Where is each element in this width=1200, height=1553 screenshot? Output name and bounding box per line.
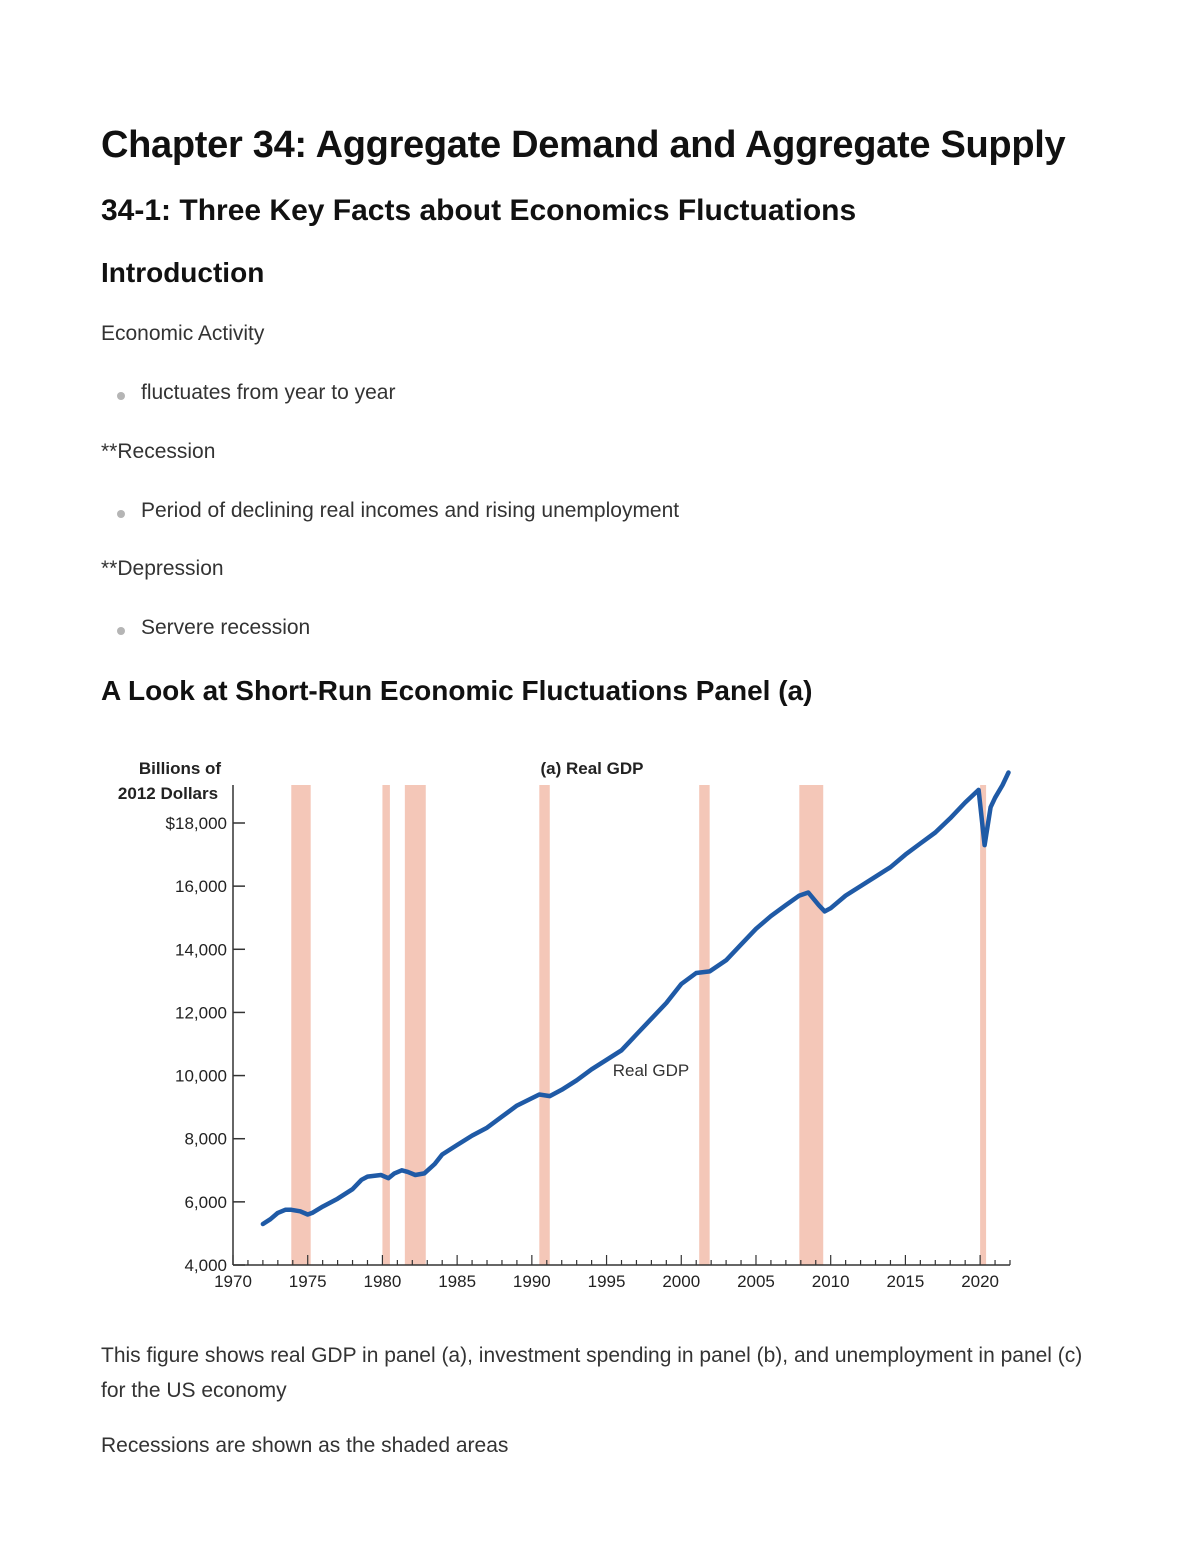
y-tick-label: 8,000 — [184, 1130, 227, 1149]
y-tick-label: $18,000 — [166, 814, 227, 833]
y-tick-label: 6,000 — [184, 1193, 227, 1212]
x-tick-label: 2000 — [662, 1272, 700, 1291]
list-item-text: Period of declining real incomes and ris… — [141, 499, 680, 522]
x-tick-label: 1985 — [438, 1272, 476, 1291]
real-gdp-series-line — [260, 770, 1011, 1227]
recession-band — [799, 785, 824, 1265]
chart-title: (a) Real GDP — [541, 759, 644, 778]
x-tick-label: 1975 — [289, 1272, 327, 1291]
bullet-icon — [117, 627, 125, 635]
gdp-line — [260, 770, 1011, 1227]
term-depression: **Depression — [101, 557, 224, 580]
recession-band — [980, 785, 987, 1265]
figure-heading: A Look at Short-Run Economic Fluctuation… — [101, 675, 813, 706]
page-title: Chapter 34: Aggregate Demand and Aggrega… — [101, 124, 1066, 166]
x-tick-label: 2015 — [886, 1272, 924, 1291]
recession-bands — [291, 785, 987, 1265]
y-tick-label: 12,000 — [175, 1003, 227, 1022]
x-tick-label: 1980 — [364, 1272, 402, 1291]
x-tick-label: 1990 — [513, 1272, 551, 1291]
chart-labels: Billions of 2012 Dollars (a) Real GDP Real … — [118, 759, 689, 1080]
section-heading: 34-1: Three Key Facts about Economics Fl… — [101, 194, 857, 227]
term-recession: **Recession — [101, 440, 216, 463]
real-gdp-chart: 4,000 6,000 8,000 10,000 12,000 14,000 16,000 $… — [118, 759, 1011, 1291]
x-tick-label: 2005 — [737, 1272, 775, 1291]
bullet-icon — [117, 392, 125, 400]
bullet-icon — [117, 510, 125, 518]
figure-caption: This figure shows real GDP in panel (a),… — [101, 1344, 1083, 1402]
y-axis-label: Billions of — [139, 759, 222, 778]
y-axis-label: 2012 Dollars — [118, 784, 218, 803]
list-item-text: fluctuates from year to year — [141, 381, 396, 404]
x-tick-label: 2020 — [961, 1272, 999, 1291]
chart-axes: 4,000 6,000 8,000 10,000 12,000 14,000 16,000 $… — [166, 785, 1011, 1291]
term-economic-activity: Economic Activity — [101, 322, 265, 345]
x-tick-label: 1970 — [214, 1272, 252, 1291]
recession-band — [699, 785, 710, 1265]
figure-note: Recessions are shown as the shaded areas — [101, 1434, 509, 1457]
recession-band — [382, 785, 390, 1265]
recession-band — [291, 785, 311, 1265]
y-tick-label: 4,000 — [184, 1256, 227, 1275]
list-item-text: Servere recession — [141, 616, 311, 639]
series-label: Real GDP — [613, 1061, 690, 1080]
x-tick-label: 1995 — [588, 1272, 626, 1291]
subsection-heading: Introduction — [101, 257, 265, 288]
recession-band — [539, 785, 550, 1265]
y-tick-label: 14,000 — [175, 940, 227, 959]
recession-band — [404, 785, 426, 1265]
y-tick-label: 16,000 — [175, 877, 227, 896]
y-tick-label: 10,000 — [175, 1067, 227, 1086]
x-tick-label: 2010 — [812, 1272, 850, 1291]
